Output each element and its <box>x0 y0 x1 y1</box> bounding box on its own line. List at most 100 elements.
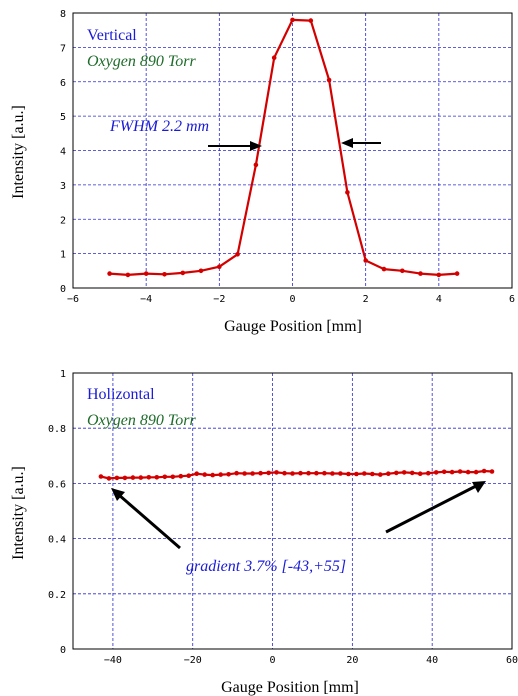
chart2-data-point <box>386 471 391 477</box>
chart1-y-tick-label: 5 <box>60 112 66 123</box>
chart2-data-point <box>274 470 279 475</box>
chart2-data-point <box>409 470 415 476</box>
chart2-y-tick-label: 0 <box>60 645 66 656</box>
chart1-x-tick-label: 0 <box>289 294 295 305</box>
chart1-data-point <box>217 264 222 270</box>
chart2-data-point <box>226 472 231 477</box>
chart2-data-point <box>146 475 152 480</box>
chart-horizontal-profile: −40 −20 0 20 40 60 0 0.2 0.4 0.6 0.8 1 Holizontal O… <box>10 369 518 696</box>
chart2-data-point <box>306 470 311 476</box>
chart2-data-point <box>194 471 199 477</box>
chart2-data-point <box>210 472 215 478</box>
chart2-data-point <box>473 469 479 475</box>
chart2-data-point <box>481 468 487 474</box>
chart2-data-point <box>465 469 471 475</box>
chart1-x-tick-label: 4 <box>436 294 442 305</box>
chart2-y-axis-label: Intensity [a.u.] <box>10 466 27 560</box>
chart1-y-tick-label: 2 <box>60 215 66 226</box>
chart2-data-point <box>178 473 184 479</box>
chart1-data-point <box>253 162 259 168</box>
chart2-data-point <box>354 471 359 477</box>
chart2-data-point <box>330 471 335 476</box>
chart2-data-point <box>362 471 367 476</box>
chart2-data-point <box>370 471 375 477</box>
chart2-series <box>98 468 495 481</box>
chart2-data-point <box>138 475 144 480</box>
chart2-data-point <box>298 470 303 476</box>
chart1-gas-label: Oxygen 890 Torr <box>87 53 197 70</box>
chart1-plot-frame <box>72 12 513 289</box>
chart1-x-axis-label: Gauge Position [mm] <box>224 318 362 335</box>
chart1-data-point <box>454 271 460 276</box>
chart2-data-point <box>417 471 423 477</box>
chart1-y-tick-label: 8 <box>60 9 66 20</box>
chart1-direction-label: Vertical <box>87 27 137 44</box>
chart-vertical-profile: −6 −4 −2 0 2 4 6 0 1 2 3 4 5 6 7 8 Vertical Oxygen 890 … <box>10 9 515 335</box>
chart2-data-point <box>130 475 136 480</box>
chart1-series <box>107 17 460 278</box>
chart1-y-tick-label: 0 <box>60 284 66 295</box>
chart2-y-tick-label: 1 <box>60 369 66 380</box>
chart1-data-point <box>271 55 277 60</box>
chart2-data-point <box>170 474 176 480</box>
chart1-series-line <box>109 18 458 276</box>
chart1-x-tick-label: −2 <box>213 294 225 305</box>
chart2-y-tick-label: 0.4 <box>48 535 66 546</box>
chart2-data-point <box>425 470 431 476</box>
chart2-data-point <box>154 475 160 480</box>
gradient-arrow-left <box>111 488 181 550</box>
chart2-data-point <box>266 470 271 476</box>
chart1-grid <box>73 13 512 288</box>
chart1-fwhm-label: FWHM 2.2 mm <box>109 118 209 135</box>
chart2-data-point <box>290 471 295 476</box>
chart2-grid <box>73 373 512 649</box>
chart1-data-point <box>381 266 387 272</box>
chart2-x-tick-label: 20 <box>346 655 358 666</box>
chart2-gradient-label: gradient 3.7% [-43,+55] <box>186 558 346 575</box>
chart2-x-tick-label: 40 <box>426 655 438 666</box>
chart1-data-point <box>198 268 204 274</box>
chart2-ticks: −40 −20 0 20 40 60 0 0.2 0.4 0.6 0.8 1 <box>48 369 518 666</box>
chart2-data-point <box>457 469 463 474</box>
chart1-data-point <box>326 77 332 83</box>
chart1-y-tick-label: 7 <box>60 43 66 54</box>
chart2-data-point <box>114 475 120 481</box>
chart2-data-point <box>314 470 319 476</box>
chart1-x-tick-label: 6 <box>509 294 515 305</box>
chart1-y-tick-label: 4 <box>60 147 66 158</box>
chart2-data-point <box>218 472 223 477</box>
chart2-y-tick-label: 0.8 <box>48 424 66 435</box>
chart2-data-point <box>122 475 128 481</box>
chart2-data-point <box>242 471 247 476</box>
chart1-data-point <box>345 190 350 195</box>
chart1-x-tick-label: −4 <box>140 294 152 305</box>
chart1-data-point <box>363 258 369 263</box>
chart2-data-point <box>401 470 407 475</box>
chart2-x-tick-label: −20 <box>184 655 202 666</box>
chart1-data-point <box>436 272 442 278</box>
chart2-data-point <box>162 474 168 480</box>
chart1-data-point <box>308 18 314 23</box>
chart1-x-tick-label: 2 <box>363 294 369 305</box>
chart2-x-tick-label: 60 <box>506 655 518 666</box>
chart2-data-point <box>489 469 495 474</box>
chart1-data-point <box>290 17 295 23</box>
chart2-plot-frame <box>72 372 513 650</box>
chart2-data-point <box>202 472 207 477</box>
chart2-data-point <box>449 469 455 475</box>
chart2-y-tick-label: 0.6 <box>48 479 66 490</box>
chart1-data-point <box>162 272 167 277</box>
chart2-data-point <box>322 470 327 476</box>
chart2-data-point <box>338 471 343 476</box>
chart2-series-line <box>100 469 493 480</box>
chart1-x-tick-label: −6 <box>67 294 79 305</box>
chart1-y-tick-label: 3 <box>60 181 66 192</box>
chart1-data-point <box>143 271 149 276</box>
chart1-y-axis-label: Intensity [a.u.] <box>10 105 27 199</box>
chart2-data-point <box>186 473 191 479</box>
chart2-gas-label: Oxygen 890 Torr <box>87 412 197 429</box>
chart2-data-point <box>250 471 255 476</box>
fwhm-arrow-right <box>341 138 381 148</box>
chart2-data-point <box>258 470 263 476</box>
